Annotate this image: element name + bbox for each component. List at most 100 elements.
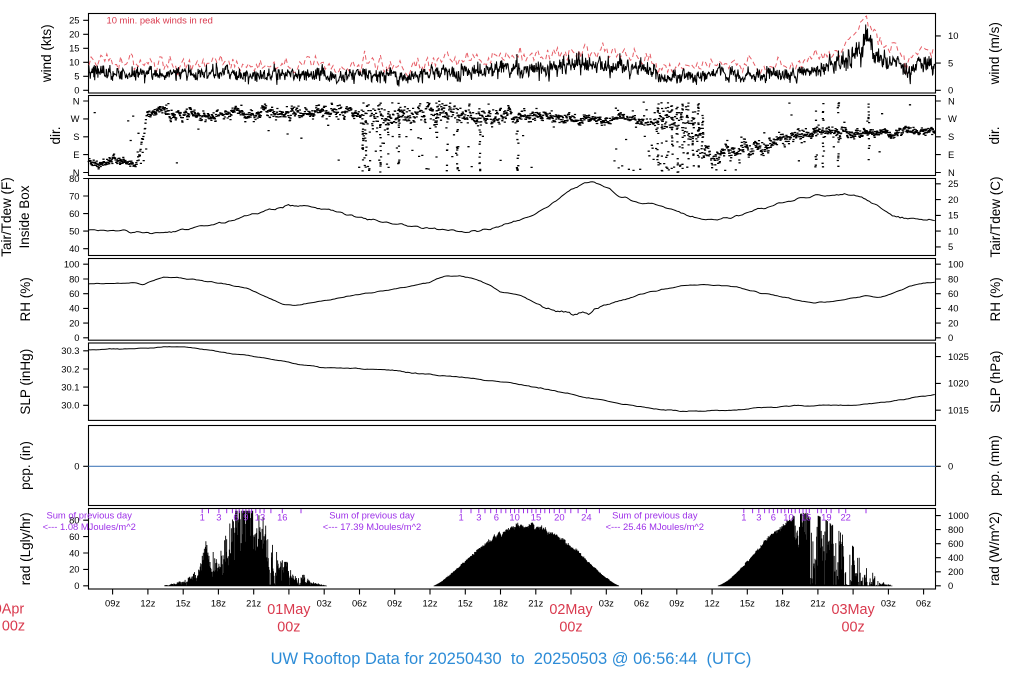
svg-text:0: 0 [74,85,79,96]
svg-text:03z: 03z [881,598,896,609]
svg-text:600: 600 [948,538,964,549]
svg-text:80: 80 [69,273,79,284]
svg-text:W: W [71,113,80,124]
svg-text:0: 0 [74,580,79,591]
svg-text:30.0: 30.0 [61,400,79,411]
svg-text:1: 1 [741,512,746,523]
svg-text:80: 80 [69,515,79,526]
svg-text:00z: 00z [277,619,300,635]
svg-text:10 min. peak winds in red: 10 min. peak winds in red [107,14,213,25]
svg-text:E: E [73,149,79,160]
svg-text:100: 100 [948,259,964,270]
svg-text:12z: 12z [705,598,720,609]
svg-text:3: 3 [756,512,761,523]
svg-text:40: 40 [69,303,79,314]
svg-text:10: 10 [948,30,958,41]
svg-text:Inside Box: Inside Box [17,185,32,248]
svg-text:21z: 21z [246,598,261,609]
svg-text:rad (W/m^2): rad (W/m^2) [987,512,1002,586]
svg-text:20: 20 [554,512,564,523]
svg-text:10: 10 [509,512,519,523]
svg-text:9: 9 [243,512,248,523]
svg-text:80: 80 [69,173,79,184]
svg-text:15z: 15z [458,598,473,609]
svg-text:15: 15 [69,43,79,54]
svg-text:5: 5 [948,57,953,68]
svg-text:15z: 15z [740,598,755,609]
svg-text:RH (%): RH (%) [18,277,33,321]
svg-text:wind (kts): wind (kts) [39,24,54,83]
svg-text:06z: 06z [352,598,367,609]
svg-text:0: 0 [74,332,79,343]
svg-text:13: 13 [255,512,265,523]
svg-text:RH (%): RH (%) [988,277,1003,321]
svg-text:6: 6 [233,512,238,523]
svg-text:03z: 03z [599,598,614,609]
svg-text:0: 0 [74,461,79,472]
svg-text:0: 0 [948,461,953,472]
svg-text:dir.: dir. [987,126,1002,144]
svg-text:40: 40 [69,547,79,558]
svg-text:20: 20 [69,29,79,40]
svg-text:N: N [73,167,80,178]
svg-text:400: 400 [948,552,964,563]
svg-text:16: 16 [277,512,287,523]
svg-text:1020: 1020 [948,378,969,389]
svg-text:E: E [948,149,954,160]
svg-text:SLP (inHg): SLP (inHg) [18,349,33,415]
svg-text:200: 200 [948,566,964,577]
svg-text:06z: 06z [916,598,931,609]
svg-text:40: 40 [948,303,958,314]
svg-text:N: N [948,167,955,178]
svg-text:10: 10 [948,225,958,236]
svg-text:15: 15 [801,512,811,523]
svg-text:0: 0 [948,580,953,591]
svg-text:00z: 00z [841,619,864,635]
svg-text:00z: 00z [2,619,25,635]
svg-text:25: 25 [69,15,79,26]
svg-text:21z: 21z [810,598,825,609]
svg-text:<--- 1.08 MJoules/m^2: <--- 1.08 MJoules/m^2 [43,521,136,532]
svg-text:Sum of previous day: Sum of previous day [612,509,698,520]
svg-text:60: 60 [948,288,958,299]
svg-text:18z: 18z [493,598,508,609]
svg-text:01May: 01May [267,602,311,618]
svg-text:1: 1 [458,512,463,523]
svg-text:6: 6 [494,512,499,523]
svg-text:80: 80 [948,273,958,284]
svg-text:02May: 02May [549,602,593,618]
svg-text:3: 3 [216,512,221,523]
svg-text:15: 15 [948,210,958,221]
svg-text:rad (Lgly/hr): rad (Lgly/hr) [18,512,33,585]
svg-text:N: N [948,95,955,106]
svg-text:12z: 12z [140,598,155,609]
svg-text:1: 1 [200,512,205,523]
svg-text:1000: 1000 [948,510,969,521]
svg-text:<--- 25.46 MJoules/m^2: <--- 25.46 MJoules/m^2 [606,521,704,532]
svg-text:24: 24 [581,512,591,523]
svg-text:S: S [73,131,79,142]
svg-text:03z: 03z [317,598,332,609]
svg-text:18z: 18z [211,598,226,609]
svg-text:<--- 17.39 MJoules/m^2: <--- 17.39 MJoules/m^2 [323,521,421,532]
svg-text:0: 0 [948,332,953,343]
svg-text:09z: 09z [669,598,684,609]
svg-text:12z: 12z [422,598,437,609]
svg-text:60: 60 [69,288,79,299]
svg-text:70: 70 [69,190,79,201]
svg-text:S: S [948,131,954,142]
svg-text:Tair/Tdew (F): Tair/Tdew (F) [0,177,14,257]
svg-text:30.3: 30.3 [61,345,79,356]
svg-text:19: 19 [821,512,831,523]
svg-text:20: 20 [69,564,79,575]
svg-text:30.2: 30.2 [61,363,79,374]
svg-text:60: 60 [69,208,79,219]
svg-text:dir.: dir. [48,126,63,144]
svg-text:Sum of previous day: Sum of previous day [46,509,132,520]
svg-text:UW Rooftop Data for 20250430: UW Rooftop Data for 20250430 to 20250503… [271,650,752,668]
svg-text:00z: 00z [559,619,582,635]
svg-text:100: 100 [64,259,80,270]
svg-text:40: 40 [69,243,79,254]
svg-text:800: 800 [948,524,964,535]
svg-text:60: 60 [69,531,79,542]
